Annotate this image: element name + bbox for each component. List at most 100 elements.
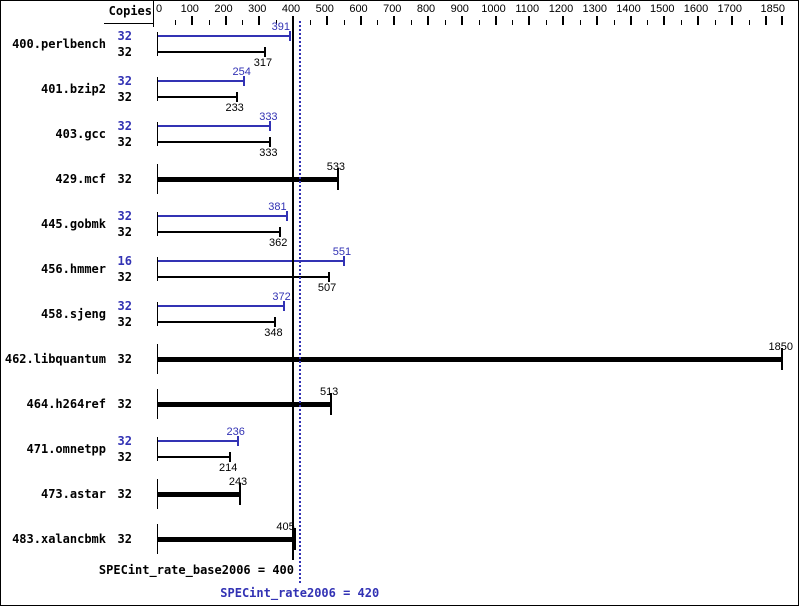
base-bar xyxy=(158,231,281,233)
bar-value-label: 372 xyxy=(272,291,291,303)
group-axis-tick xyxy=(157,257,158,281)
x-axis-major-tick xyxy=(359,16,362,25)
benchmark-name: 473.astar xyxy=(40,487,106,501)
copies-header-underline xyxy=(104,23,154,24)
x-axis-minor-tick xyxy=(748,20,750,25)
x-axis-tick-label: 900 xyxy=(450,3,469,15)
peak-bar-endcap xyxy=(242,76,245,86)
x-axis-major-tick xyxy=(494,16,497,25)
bar-value-label: 513 xyxy=(319,386,339,398)
x-axis-minor-tick xyxy=(714,20,716,25)
peak-bar xyxy=(158,305,284,307)
base-bar xyxy=(158,276,330,278)
x-axis-tick-label: 1300 xyxy=(582,3,607,15)
base-copies-label: 32 xyxy=(117,450,132,464)
bar-value-label: 348 xyxy=(264,327,283,339)
base-copies-label: 32 xyxy=(117,487,132,501)
peak-bar-endcap xyxy=(342,256,345,266)
x-axis-tick-label: 1500 xyxy=(650,3,675,15)
base-bar-endcap xyxy=(239,483,241,505)
peak-copies-label: 16 xyxy=(117,254,132,268)
base-bar xyxy=(158,51,265,53)
group-axis-tick xyxy=(157,389,158,419)
base-bar-endcap xyxy=(279,227,282,237)
x-axis-major-tick xyxy=(292,16,294,25)
x-axis-minor-tick xyxy=(546,20,548,25)
base-bar-endcap xyxy=(235,92,238,102)
x-axis-tick-label: 1600 xyxy=(683,3,709,15)
bar-value-label: 333 xyxy=(259,147,278,159)
bar-value-label: 236 xyxy=(226,426,245,438)
bar-value-label: 1850 xyxy=(768,341,793,353)
bar-value-label: 551 xyxy=(332,246,352,258)
bar-value-label: 243 xyxy=(228,476,248,488)
x-axis-major-tick xyxy=(697,16,699,25)
x-axis-tick-label: 300 xyxy=(248,3,267,15)
peak-bar-endcap xyxy=(285,211,288,221)
x-axis-major-tick xyxy=(325,16,328,25)
bar-value-label: 391 xyxy=(271,21,290,33)
base-bar xyxy=(158,96,237,98)
base-copies-label: 32 xyxy=(117,172,132,186)
group-axis-tick xyxy=(157,212,158,236)
x-axis-major-tick xyxy=(190,16,193,25)
x-axis-major-tick xyxy=(663,16,666,25)
group-axis-tick xyxy=(157,437,158,461)
base-reference-line xyxy=(292,21,294,560)
x-axis-tick-label: 800 xyxy=(416,3,436,15)
base-bar-endcap xyxy=(229,452,232,462)
group-axis-tick xyxy=(157,32,158,56)
group-axis-tick xyxy=(157,524,158,554)
x-axis-minor-tick xyxy=(174,20,176,25)
bar-value-label: 233 xyxy=(225,102,244,114)
group-axis-tick xyxy=(157,122,158,146)
bar-value-label: 362 xyxy=(268,237,288,249)
base-bar-endcap xyxy=(274,317,277,327)
base-bar xyxy=(158,321,276,323)
x-axis-major-tick xyxy=(781,16,784,25)
axis-separator-line xyxy=(153,1,154,27)
peak-copies-label: 32 xyxy=(117,299,132,313)
group-axis-tick xyxy=(157,479,158,509)
x-axis-major-tick xyxy=(562,16,564,25)
x-axis-major-tick xyxy=(224,16,227,25)
base-copies-label: 32 xyxy=(117,225,132,239)
base-bar xyxy=(158,177,338,182)
bar-value-label: 405 xyxy=(276,521,295,533)
peak-score-label: SPECint_rate2006 = 420 xyxy=(220,586,380,600)
x-axis-major-tick xyxy=(258,16,261,25)
group-axis-tick xyxy=(157,77,158,101)
peak-copies-label: 32 xyxy=(117,29,132,43)
x-axis-tick-label: 1000 xyxy=(481,3,506,15)
benchmark-name: 462.libquantum xyxy=(4,352,106,366)
base-score-label: SPECint_rate_base2006 = 400 xyxy=(98,563,294,577)
base-bar xyxy=(158,456,231,458)
copies-column-header: Copies xyxy=(108,4,152,18)
bar-value-label: 507 xyxy=(317,282,337,294)
x-axis-minor-tick xyxy=(681,20,683,25)
bar-value-label: 254 xyxy=(232,66,251,78)
x-axis-minor-tick xyxy=(208,20,210,25)
base-copies-label: 32 xyxy=(117,135,132,149)
peak-bar xyxy=(158,80,244,82)
peak-bar-endcap xyxy=(288,31,291,41)
x-axis-major-tick xyxy=(764,16,767,25)
peak-bar-endcap xyxy=(269,121,272,131)
benchmark-name: 400.perlbench xyxy=(12,37,106,51)
bar-value-label: 333 xyxy=(259,111,278,123)
peak-reference-line xyxy=(298,21,301,584)
x-axis-tick-label: 500 xyxy=(315,3,334,15)
base-copies-label: 32 xyxy=(117,315,132,329)
x-axis-minor-tick xyxy=(613,20,615,25)
base-bar xyxy=(158,492,240,497)
x-axis-major-tick xyxy=(595,16,598,25)
x-axis-major-tick xyxy=(393,16,396,25)
x-axis-major-tick xyxy=(427,16,429,25)
peak-bar xyxy=(158,215,287,217)
base-bar-endcap xyxy=(781,348,784,370)
x-axis-minor-tick xyxy=(579,20,581,25)
peak-copies-label: 32 xyxy=(117,74,132,88)
base-copies-label: 32 xyxy=(117,45,132,59)
peak-copies-label: 32 xyxy=(117,119,132,133)
x-axis-major-tick xyxy=(730,16,733,25)
